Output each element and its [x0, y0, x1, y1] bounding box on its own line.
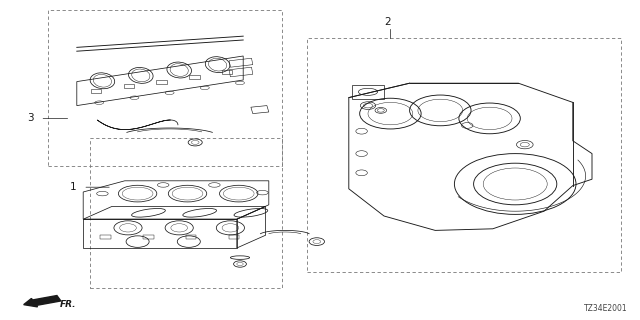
- Text: 2: 2: [384, 17, 390, 27]
- Text: FR.: FR.: [60, 300, 76, 309]
- Bar: [48, 10, 282, 166]
- FancyArrow shape: [24, 296, 61, 307]
- Bar: [307, 38, 621, 272]
- Text: 1: 1: [70, 182, 77, 192]
- Text: 3: 3: [28, 113, 34, 124]
- Text: TZ34E2001: TZ34E2001: [584, 304, 627, 313]
- Bar: [90, 138, 282, 288]
